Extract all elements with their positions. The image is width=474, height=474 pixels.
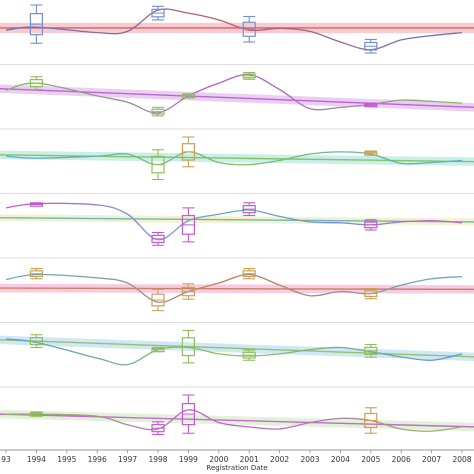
box-marker [364,102,378,108]
series-line [5,8,463,51]
box-marker [29,267,43,280]
series-line [5,273,463,303]
panel-4 [0,193,474,246]
box-marker [151,231,165,246]
panel-7 [0,386,474,436]
box-marker [181,283,195,300]
panel-6 [0,322,474,366]
x-tick-label: 1997 [118,455,137,464]
trend-line [0,216,474,223]
x-tick-label: 1999 [179,455,198,464]
x-tick-label: 1998 [148,455,167,464]
trend-line [0,154,474,163]
box-marker [151,106,165,117]
series-line [5,151,463,166]
x-tick-label: 2005 [361,455,380,464]
x-tick-label: 2003 [300,455,319,464]
box-marker [242,71,256,80]
box-marker [151,5,165,21]
series-line [5,409,463,432]
box-marker [29,202,43,207]
trend-line [0,287,474,291]
box-marker [364,38,378,54]
box-marker [151,288,165,312]
x-tick-label: 93 [1,455,11,464]
box-marker [242,267,256,280]
trend-line [0,87,474,109]
panel-1 [0,4,474,54]
box-marker [29,334,43,349]
panel-3 [0,128,474,181]
box-marker [364,407,378,434]
x-tick-label: 1995 [57,455,76,464]
box-marker [29,4,43,44]
box-marker [181,207,195,243]
series-line [5,338,463,366]
series-line [5,202,463,241]
x-tick-label: 2006 [392,455,411,464]
box-marker [181,136,195,168]
box-marker [181,329,195,364]
x-tick-label: 2001 [240,455,259,464]
x-tick-label: 1994 [27,455,46,464]
box-marker [364,287,378,300]
box-marker [151,149,165,181]
x-axis-title: Registration Date [206,464,267,472]
box-marker [29,76,43,91]
x-tick-label: 1996 [88,455,107,464]
box-marker [151,421,165,436]
x-tick-label: 2000 [209,455,228,464]
box-marker [181,93,195,99]
x-tick-label: 2007 [422,455,441,464]
box-marker [242,202,256,217]
box-marker [364,219,378,231]
x-tick-label: 2008 [452,455,471,464]
box-marker [29,411,43,417]
x-tick-label: 2004 [331,455,350,464]
trend-line [0,413,474,428]
trend-line [0,339,474,358]
box-marker [151,346,165,353]
box-marker [242,15,256,43]
box-marker [364,343,378,358]
box-marker [242,349,256,361]
panel-5 [0,257,474,312]
box-marker [364,150,378,156]
panel-2 [0,64,474,117]
x-tick-label: 2002 [270,455,289,464]
box-marker [181,394,195,434]
